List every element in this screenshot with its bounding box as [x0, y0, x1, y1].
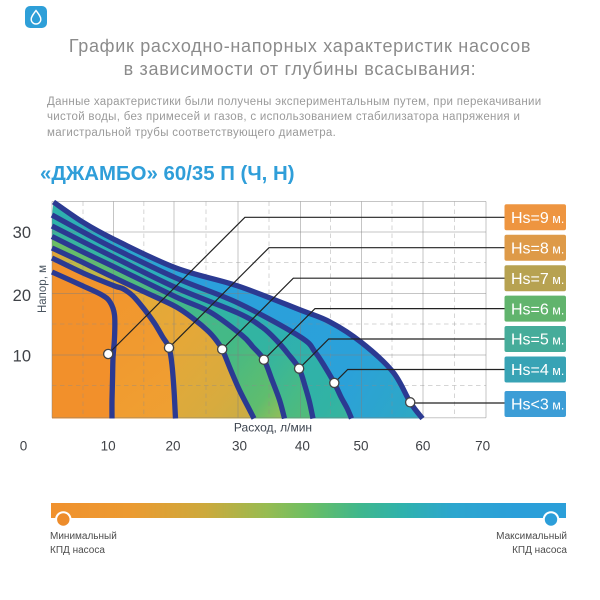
svg-text:Hs=4 м.: Hs=4 м. — [511, 362, 564, 379]
svg-text:10: 10 — [101, 439, 116, 454]
svg-text:Напор, м: Напор, м — [37, 265, 49, 313]
svg-text:20: 20 — [165, 439, 180, 454]
svg-text:30: 30 — [13, 224, 31, 242]
svg-text:10: 10 — [13, 347, 31, 365]
svg-text:Hs<3 м.: Hs<3 м. — [511, 397, 564, 414]
svg-text:Hs=9 м.: Hs=9 м. — [511, 210, 564, 227]
svg-text:70: 70 — [475, 439, 490, 454]
svg-text:Hs=7 м.: Hs=7 м. — [511, 271, 564, 288]
svg-text:Hs=6 м.: Hs=6 м. — [511, 301, 564, 318]
svg-text:50: 50 — [353, 439, 368, 454]
svg-text:60: 60 — [415, 439, 430, 454]
svg-text:Расход, л/мин: Расход, л/мин — [234, 421, 312, 435]
svg-text:0: 0 — [20, 439, 28, 454]
svg-text:20: 20 — [13, 287, 31, 305]
svg-text:Hs=8 м.: Hs=8 м. — [511, 240, 564, 257]
svg-text:Hs=5 м.: Hs=5 м. — [511, 332, 564, 349]
svg-text:40: 40 — [295, 439, 310, 454]
svg-text:30: 30 — [232, 439, 247, 454]
